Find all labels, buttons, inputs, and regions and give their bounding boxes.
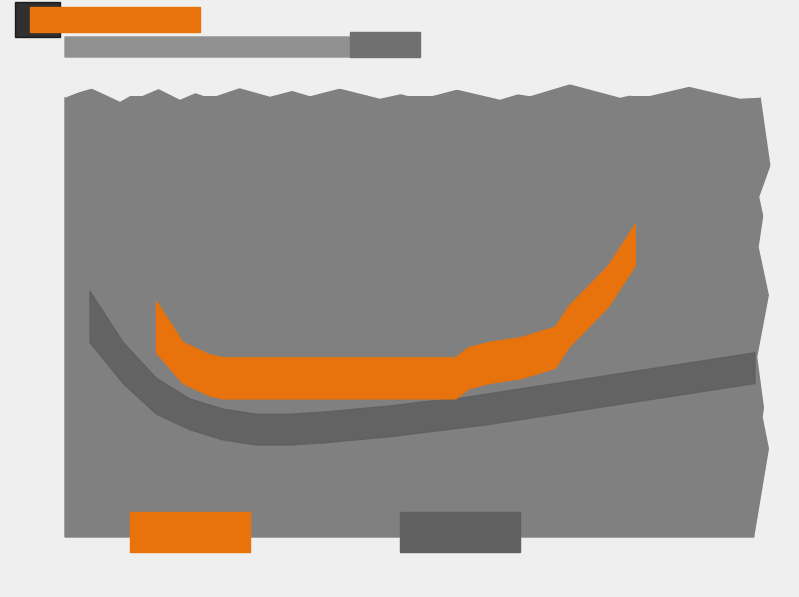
Polygon shape: [500, 0, 560, 99]
Polygon shape: [740, 0, 760, 98]
Polygon shape: [65, 82, 778, 537]
Polygon shape: [440, 0, 500, 99]
Polygon shape: [380, 0, 440, 98]
Polygon shape: [30, 7, 200, 32]
Polygon shape: [120, 0, 150, 101]
Polygon shape: [620, 0, 680, 97]
Polygon shape: [90, 0, 120, 101]
Polygon shape: [65, 0, 90, 97]
Polygon shape: [320, 0, 380, 98]
Polygon shape: [130, 512, 250, 552]
Polygon shape: [680, 0, 740, 98]
Polygon shape: [755, 87, 799, 597]
Polygon shape: [180, 0, 220, 99]
Polygon shape: [150, 0, 180, 99]
Polygon shape: [400, 512, 520, 552]
Polygon shape: [90, 291, 755, 445]
Polygon shape: [560, 0, 620, 97]
Polygon shape: [350, 32, 420, 57]
Polygon shape: [157, 224, 635, 399]
Polygon shape: [15, 2, 60, 37]
Polygon shape: [270, 0, 320, 96]
Polygon shape: [65, 37, 380, 57]
Polygon shape: [220, 0, 270, 96]
